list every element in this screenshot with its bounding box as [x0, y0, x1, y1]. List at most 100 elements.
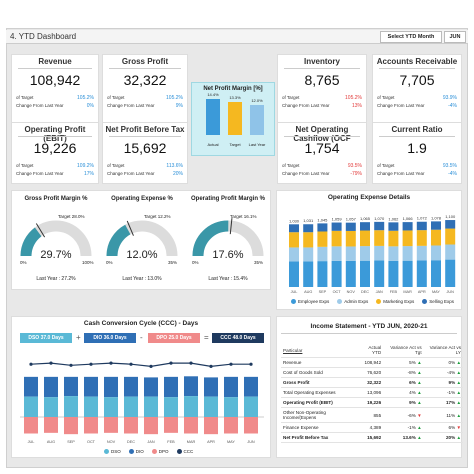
- kpi-value: 8,765: [304, 72, 340, 88]
- net-profit-margin-card: Net Profit Margin [%] 14.4% Actual 13.3% Ta…: [191, 82, 275, 156]
- opex-total-label: 1,066: [403, 216, 414, 221]
- kpi-divider: [18, 136, 92, 137]
- kpi-card: Accounts Receivable 7,705 of Target 93.9% Ch…: [372, 54, 462, 126]
- opex-bar-segment: [431, 260, 441, 287]
- gauge-value: 29.7%: [40, 249, 72, 261]
- income-particular: Gross Profit: [281, 377, 357, 388]
- ccc-legend-item: DPO: [151, 449, 169, 455]
- ccc-chart: JUL AUG SEP OCT NOV DEC JAN FEB MAR APR MAY JUN: [20, 361, 264, 444]
- gauge-last-year: Last Year : 27.2%: [36, 276, 76, 282]
- opex-bar-segment: [402, 260, 413, 287]
- income-header-var-tgt: Variance Act vs Tgt: [383, 343, 424, 358]
- ccc-dpo-bar: [44, 417, 58, 433]
- gauge-arc: [106, 220, 178, 257]
- income-actual: 855: [356, 407, 384, 423]
- ccc-dio-bar: [224, 376, 238, 398]
- kpi-value: 32,322: [123, 72, 167, 88]
- opex-bar-segment: [317, 231, 328, 247]
- opex-total-label: 1,065: [360, 216, 371, 221]
- ccc-category: FEB: [167, 440, 175, 444]
- ccc-dso-bar: [204, 396, 218, 417]
- kpi-divider: [18, 68, 92, 69]
- kpi-change-label: Change From Last Year: [16, 171, 64, 176]
- ccc-dso-bar: [244, 396, 258, 417]
- kpi-target-row: of Target 109.2%: [16, 163, 94, 169]
- ccc-legend-item: DSO: [104, 449, 121, 455]
- ccc-dpo-bar: [224, 417, 238, 434]
- gauges-panel: [11, 190, 271, 290]
- income-var-tgt-cell: 6% ▲: [383, 377, 424, 388]
- triangle-up-icon: ▲: [415, 370, 422, 375]
- opex-legend-item: Marketing Exps: [376, 299, 414, 305]
- ccc-metric-box: DIO 36.0 Days: [84, 333, 136, 343]
- kpi-target-row: of Target 105.2%: [107, 95, 183, 101]
- gauge-max: 35%: [254, 260, 264, 265]
- legend-swatch: [104, 449, 109, 455]
- income-var-tgt-cell: 13.6% ▲: [383, 432, 424, 443]
- income-header-actual: Actual YTD: [356, 343, 384, 358]
- opex-bar-segment: [388, 230, 399, 247]
- kpi-card: Current Ratio 1.9 of Target 93.5% Change Fro…: [372, 122, 462, 184]
- gauge-title: Gross Profit Margin %: [24, 196, 88, 202]
- ccc-line-point: [49, 361, 53, 365]
- opex-category: MAY: [432, 290, 440, 294]
- opex-bar-segment: [345, 260, 356, 287]
- opex-total-label: 1,070: [374, 216, 385, 221]
- kpi-target-pct: 105.2%: [166, 95, 183, 101]
- kpi-change-label: Change From Last Year: [16, 103, 64, 108]
- ccc-dso-bar: [44, 397, 58, 417]
- ccc-line-point: [29, 362, 33, 366]
- month-select[interactable]: JUN: [444, 31, 466, 43]
- income-particular: Revenue: [281, 357, 357, 368]
- opex-bar-segment: [374, 230, 385, 246]
- gauge-title: Operating Profit Margin %: [190, 196, 265, 202]
- ccc-legend-item: DIO: [128, 449, 144, 455]
- ccc-legend-label: DPO: [158, 449, 169, 454]
- opex-bar-segment: [445, 228, 456, 245]
- kpi-target-row: of Target 113.6%: [107, 163, 183, 169]
- gauge-target-marker: [229, 218, 233, 235]
- gauge: Gross Profit Margin % Target 28.0% 29.7% 0%…: [14, 192, 98, 288]
- opex-bar-segment: [402, 222, 413, 231]
- kpi-target-row: of Target 93.5%: [282, 163, 362, 169]
- income-particular: Total Operating Expenses: [281, 387, 357, 398]
- income-row: Other Non-Operating Income/(Expens 855 -6%…: [281, 407, 463, 423]
- income-var-ly-cell: 9% ▲: [423, 377, 463, 388]
- gauge-last-year: Last Year : 15.4%: [208, 276, 248, 282]
- opex-total-label: 1,100: [445, 214, 456, 219]
- kpi-change-pct: 13%: [351, 103, 362, 109]
- kpi-title: Gross Profit: [121, 57, 169, 66]
- ccc-dso-bar: [24, 396, 38, 417]
- kpi-target-label: of Target: [377, 95, 395, 100]
- ccc-category: JAN: [147, 440, 154, 444]
- ccc-dio-bar: [204, 377, 218, 397]
- income-var-tgt-cell: 5% ▲: [383, 357, 424, 368]
- triangle-up-icon: ▲: [455, 400, 461, 405]
- legend-swatch: [337, 299, 343, 305]
- legend-swatch: [376, 299, 382, 305]
- legend-swatch: [128, 449, 134, 455]
- opex-bar-segment: [388, 246, 399, 261]
- ccc-dpo-bar: [164, 417, 178, 433]
- income-var-tgt-cell: -8% ▲: [383, 367, 424, 378]
- opex-bar-segment: [331, 260, 342, 287]
- gauge-fill: [20, 227, 42, 257]
- opex-bar-segment: [360, 230, 370, 247]
- ccc-dpo-bar: [244, 417, 258, 434]
- gauge: Operating Profit Margin % Target 16.1% 17.…: [186, 192, 270, 288]
- opex-legend: Employee Exps Admin Exps Marketing Exps Sel…: [291, 299, 454, 305]
- income-table: Particular Actual YTD Variance Act vs Tg…: [281, 343, 463, 443]
- ccc-line-point: [69, 363, 73, 367]
- triangle-up-icon: ▲: [455, 370, 461, 375]
- gauge-title: Operating Expense %: [111, 196, 173, 202]
- triangle-up-icon: ▲: [455, 412, 461, 418]
- opex-legend-label: Admin Exps: [344, 299, 369, 304]
- opex-legend-item: Admin Exps: [337, 299, 369, 305]
- legend-swatch: [422, 299, 428, 305]
- income-var-ly: 9%: [448, 380, 456, 385]
- opex-total-label: 1,030: [289, 218, 300, 223]
- ccc-dio-bar: [64, 376, 78, 397]
- income-header-particular: Particular: [281, 343, 357, 358]
- opex-chart: 1,030 JUL 1,031 AUG 1,045 SEP 1,059 OCT 1,057 NOV…: [289, 214, 456, 294]
- income-var-ly: 6%: [448, 425, 456, 430]
